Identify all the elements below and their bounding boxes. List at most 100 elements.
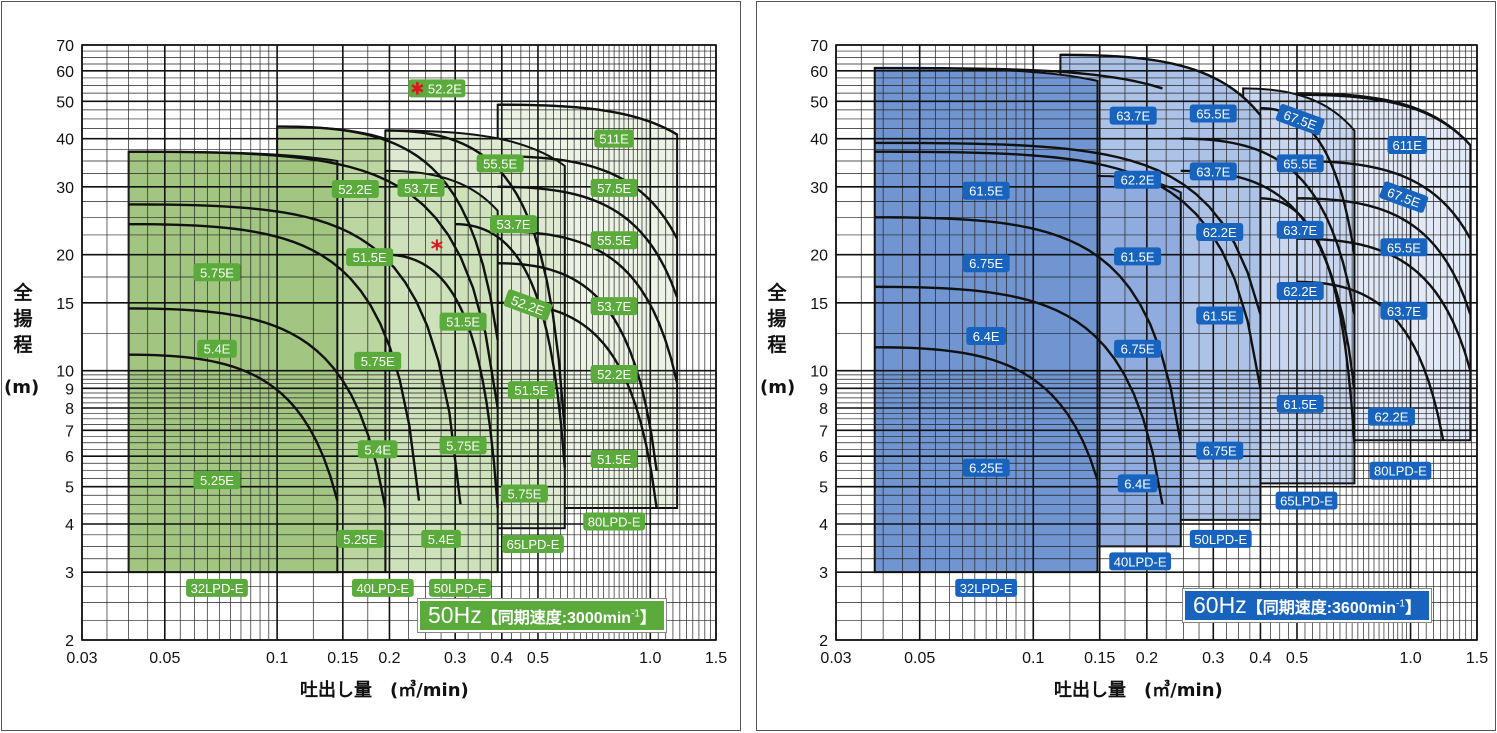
label-text: 611E — [1393, 138, 1423, 153]
pump-curve — [277, 125, 499, 341]
label-text: 5.75E — [200, 265, 234, 280]
banner-sync-speed: 【同期速度:3000min — [481, 610, 632, 627]
label-badge — [1109, 552, 1172, 571]
motor-label: ✱ 52.2E — [408, 79, 466, 99]
label-text: 5.75E — [446, 438, 480, 453]
motor-label: 63.7E — [1380, 301, 1428, 320]
label-badge — [1196, 441, 1244, 460]
label-text: 52.2E — [338, 182, 372, 197]
label-text: 5.25E — [200, 473, 234, 488]
label-badge — [1114, 170, 1162, 189]
motor-label: 63.7E — [1189, 162, 1237, 181]
motor-label: 53.7E — [397, 178, 445, 197]
y-tick-label: 7 — [65, 423, 74, 440]
label-badge — [1109, 106, 1157, 125]
model-label: 65LPD-E — [1275, 491, 1338, 510]
label-badge — [439, 436, 487, 455]
model-label: 32LPD-E — [955, 578, 1018, 597]
motor-label: 6.4E — [966, 327, 1006, 346]
pump-curve — [874, 141, 1262, 315]
y-tick-label: 8 — [65, 401, 74, 418]
label-text: 5.75E — [507, 486, 541, 501]
label-text: 52.2E — [428, 81, 462, 96]
y-tick-label: 50 — [810, 94, 828, 111]
y-tick-label: 9 — [819, 381, 828, 398]
motor-label: 52.2E — [590, 365, 638, 384]
x-tick-label: 1.5 — [1466, 650, 1488, 667]
panel-50hz — [1, 1, 741, 731]
pump-curve — [874, 346, 1099, 481]
label-badge — [1275, 491, 1338, 510]
x-tick-label: 0.1 — [1022, 650, 1044, 667]
label-text: 55.5E — [483, 156, 517, 171]
motor-label: 5.4E — [421, 529, 461, 548]
motor-label: 6.25E — [962, 458, 1010, 477]
motor-label: 61.5E — [1114, 247, 1162, 266]
label-text: 62.2E — [1121, 173, 1155, 188]
x-tick-label: 1.0 — [1399, 650, 1421, 667]
motor-label: 5.75E — [439, 436, 487, 455]
motor-label: 5.25E — [336, 529, 384, 548]
banner-frequency: 50Hz — [428, 602, 482, 628]
y-tick-label: 70 — [56, 38, 74, 55]
label-text: 5.25E — [343, 532, 377, 547]
motor-label: 5.4E — [197, 339, 237, 358]
label-text: 5.4E — [204, 342, 231, 357]
motor-label: 511E — [594, 129, 634, 148]
y-tick-label: 40 — [810, 132, 828, 149]
pump-curve — [385, 129, 566, 431]
y-tick-label: 40 — [56, 132, 74, 149]
label-text: 65.5E — [1283, 156, 1317, 171]
motor-label: 6.75E — [962, 254, 1010, 273]
banner-close-bracket: 】 — [1404, 600, 1421, 617]
label-text: 511E — [599, 132, 629, 147]
label-badge — [1276, 220, 1324, 239]
pump-curve — [497, 155, 679, 240]
y-tick-label: 15 — [56, 296, 74, 313]
x-tick-label: 0.05 — [149, 650, 180, 667]
label-text: 62.2E — [1203, 225, 1237, 240]
label-badge — [1276, 281, 1324, 300]
y-tick-label: 8 — [819, 401, 828, 418]
y-tick-label: 4 — [65, 517, 74, 534]
model-label: 80LPD-E — [1369, 461, 1432, 480]
label-text: 6.4E — [1124, 476, 1151, 491]
panel-60hz — [756, 1, 1496, 731]
label-badge — [476, 154, 524, 173]
motor-label: 63.7E — [1276, 220, 1324, 239]
pump-curve — [385, 253, 499, 509]
y-tick-label: 10 — [56, 364, 74, 381]
pump-curve — [874, 66, 1163, 90]
pump-curve — [1296, 197, 1472, 315]
x-tick-label: 0.03 — [66, 650, 97, 667]
x-tick-label: 0.2 — [378, 650, 400, 667]
motor-label: 55.5E — [590, 231, 638, 250]
pump-curve — [455, 222, 566, 468]
pump-curve — [1296, 159, 1472, 240]
label-text: 6.75E — [1203, 444, 1237, 459]
label-badge — [1189, 104, 1237, 123]
x-axis-title-50hz: 吐出し量 (㎥/min) — [300, 680, 469, 701]
y-tick-label: 3 — [819, 565, 828, 582]
label-badge — [962, 254, 1010, 273]
label-text: 62.2E — [1374, 410, 1408, 425]
motor-label: 62.2E — [1367, 407, 1415, 426]
label-text: 50LPD-E — [434, 581, 487, 596]
y-tick-label: 7 — [819, 423, 828, 440]
pump-curve — [128, 307, 387, 509]
label-badge — [397, 178, 445, 197]
label-badge — [507, 381, 555, 400]
y-tick-label: 30 — [56, 180, 74, 197]
label-text: 40LPD-E — [1114, 554, 1167, 569]
x-tick-label: 0.4 — [491, 650, 513, 667]
y-tick-label: 2 — [819, 633, 828, 650]
label-badge — [966, 327, 1006, 346]
label-badge — [503, 289, 553, 321]
motor-label: 5.75E — [500, 484, 548, 503]
pump-curve — [874, 216, 1182, 443]
motor-label: 51.5E — [507, 381, 555, 400]
label-text: 6.75E — [969, 256, 1003, 271]
motor-label: 5.25E — [193, 471, 241, 490]
label-badge — [1276, 394, 1324, 413]
